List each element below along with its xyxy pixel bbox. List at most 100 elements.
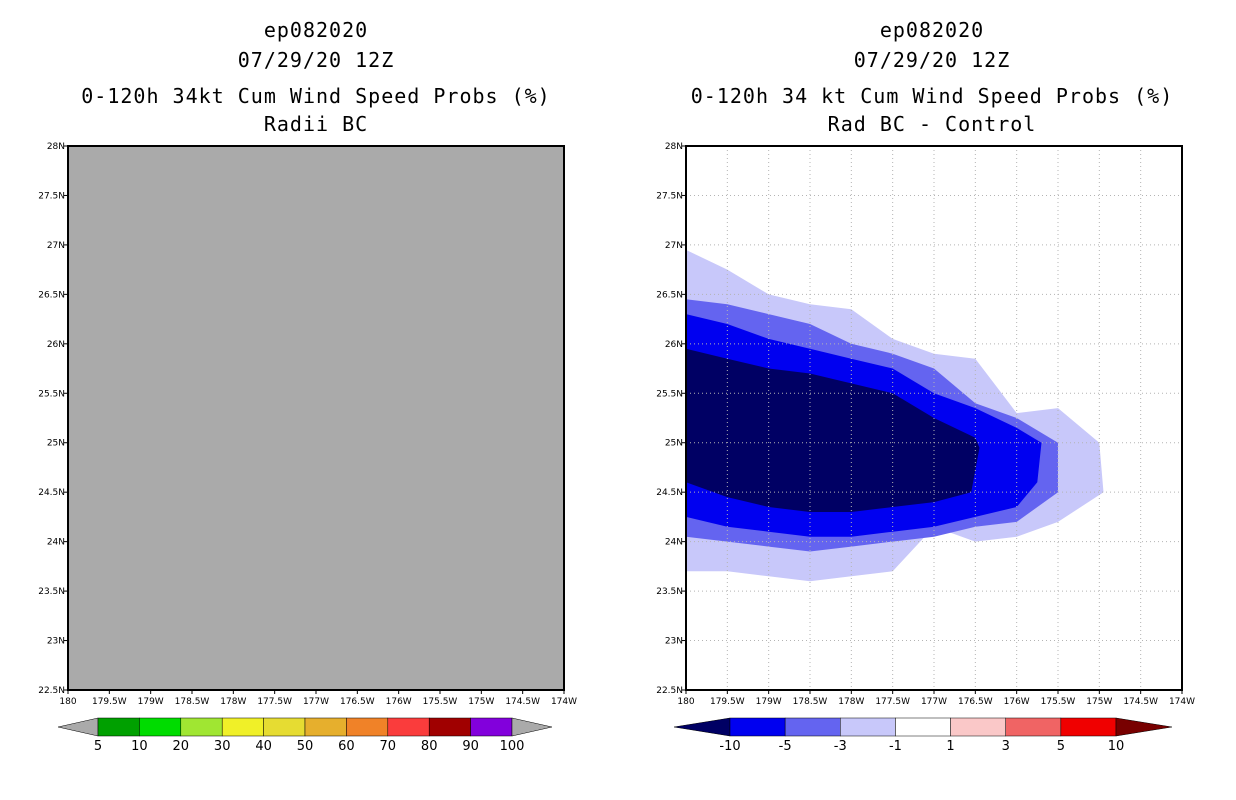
y-tick-label: 26.5N: [38, 290, 65, 300]
colorbar-box: [784, 717, 841, 737]
x-tick-label: 174.5W: [505, 697, 540, 707]
y-tick-label: 27N: [47, 241, 65, 251]
y-tick-label: 26.5N: [656, 290, 683, 300]
colorbar-label: 80: [421, 739, 438, 754]
x-tick-label: 174W: [551, 697, 577, 707]
x-tick-label: 176.5W: [340, 697, 375, 707]
colorbar-label: 1: [946, 739, 954, 754]
x-tick-label: 179.5W: [92, 697, 127, 707]
colorbar-label: 3: [1002, 739, 1010, 754]
contour-level--10: [686, 348, 980, 512]
y-tick-label: 24N: [665, 538, 683, 548]
colorbar-box: [950, 717, 1006, 737]
x-tick-label: 178.5W: [175, 697, 210, 707]
colorbar-label: 40: [255, 739, 272, 754]
colorbar-label: -5: [779, 739, 792, 754]
y-tick-label: 25N: [47, 439, 65, 449]
colorbar-box: [304, 717, 347, 737]
colorbar-label: 70: [380, 739, 397, 754]
colorbar-box: [428, 717, 471, 737]
colorbar-box: [840, 717, 896, 737]
y-tick-label: 24.5N: [38, 488, 65, 498]
x-tick-label: 177.5W: [875, 697, 910, 707]
colorbar-box: [97, 717, 140, 737]
colorbar-label: 5: [94, 739, 102, 754]
x-tick-label: 175W: [1086, 697, 1112, 707]
colorbar: -10 -5 -3 -1 1 3 5 10: [673, 717, 1173, 754]
left-storm-id: ep082020: [263, 18, 369, 42]
y-tick-label: 22.5N: [38, 686, 65, 696]
chart-panel-left: 180 179.5W 179W 178.5W 178W 177.5W 177W 176.5W 1…: [38, 142, 577, 754]
colorbar-label: 10: [131, 739, 148, 754]
colorbar-box: [263, 717, 306, 737]
colorbar-right-arrow: [1115, 717, 1173, 737]
y-tick-label: 26N: [665, 340, 683, 350]
colorbar-box: [1005, 717, 1062, 737]
x-tick-label: 178W: [838, 697, 864, 707]
colorbar-box: [180, 717, 223, 737]
colorbar-left-arrow: [673, 717, 731, 737]
colorbar-box: [139, 717, 182, 737]
colorbar-box: [1060, 717, 1117, 737]
y-tick-label: 23N: [665, 637, 683, 647]
left-chart-subtitle: Radii BC: [263, 112, 369, 136]
y-tick-label: 27.5N: [656, 191, 683, 201]
x-tick-label: 175.5W: [423, 697, 458, 707]
x-tick-label: 178.5W: [793, 697, 828, 707]
colorbar-box: [729, 717, 786, 737]
x-tick-label: 177.5W: [257, 697, 292, 707]
y-tick-label: 26N: [47, 340, 65, 350]
y-tick-label: 25.5N: [38, 389, 65, 399]
left-panel-title: ep082020 07/29/20 12Z 0-120h 34kt Cum Wi…: [66, 18, 566, 136]
colorbar-box: [346, 717, 389, 737]
x-tick-label: 175W: [468, 697, 494, 707]
colorbar-box: [470, 717, 513, 737]
colorbar: 5 10 20 30 40 50 60 70 80 90 100: [57, 717, 553, 754]
colorbar-label: -10: [719, 739, 740, 754]
y-tick-label: 23N: [47, 637, 65, 647]
right-chart-title: 0-120h 34 kt Cum Wind Speed Probs (%): [690, 84, 1174, 108]
colorbar-label: 5: [1057, 739, 1065, 754]
y-tick-label: 25.5N: [656, 389, 683, 399]
x-tick-label: 176W: [386, 697, 412, 707]
colorbar-label: 100: [500, 739, 525, 754]
x-tick-label: 178W: [220, 697, 246, 707]
colorbar-label: 20: [173, 739, 190, 754]
y-tick-label: 27N: [665, 241, 683, 251]
y-tick-label: 28N: [665, 142, 683, 152]
x-tick-label: 179.5W: [710, 697, 745, 707]
y-tick-label: 24.5N: [656, 488, 683, 498]
x-tick-label: 176.5W: [958, 697, 993, 707]
x-tick-label: 177W: [303, 697, 329, 707]
colorbar-label: 10: [1108, 739, 1125, 754]
colorbar-left-arrow: [57, 717, 99, 737]
left-chart-title: 0-120h 34kt Cum Wind Speed Probs (%): [81, 84, 551, 108]
x-tick-label: 175.5W: [1041, 697, 1076, 707]
x-tick-label: 179W: [138, 697, 164, 707]
colorbar-label: 90: [462, 739, 479, 754]
colorbar-label: 50: [297, 739, 314, 754]
right-storm-id: ep082020: [879, 18, 985, 42]
right-panel-title: ep082020 07/29/20 12Z 0-120h 34 kt Cum W…: [672, 18, 1192, 136]
colorbar-right-arrow: [511, 717, 553, 737]
y-tick-label: 28N: [47, 142, 65, 152]
plot-area: [68, 146, 564, 690]
chart-panel-right: 180 179.5W 179W 178.5W 178W 177.5W 177W 176.5W 1…: [656, 142, 1195, 754]
x-tick-label: 179W: [756, 697, 782, 707]
right-datetime: 07/29/20 12Z: [853, 48, 1011, 72]
x-tick-label: 180: [59, 697, 76, 707]
colorbar-box: [387, 717, 430, 737]
y-tick-label: 25N: [665, 439, 683, 449]
x-tick-label: 174.5W: [1123, 697, 1158, 707]
x-tick-label: 174W: [1169, 697, 1195, 707]
y-tick-label: 27.5N: [38, 191, 65, 201]
y-tick-label: 23.5N: [38, 587, 65, 597]
right-chart-subtitle: Rad BC - Control: [827, 112, 1037, 136]
colorbar-box: [895, 717, 951, 737]
left-datetime: 07/29/20 12Z: [237, 48, 395, 72]
colorbar-label: 30: [214, 739, 231, 754]
colorbar-label: 60: [338, 739, 355, 754]
y-tick-label: 22.5N: [656, 686, 683, 696]
colorbar-label: -3: [834, 739, 847, 754]
